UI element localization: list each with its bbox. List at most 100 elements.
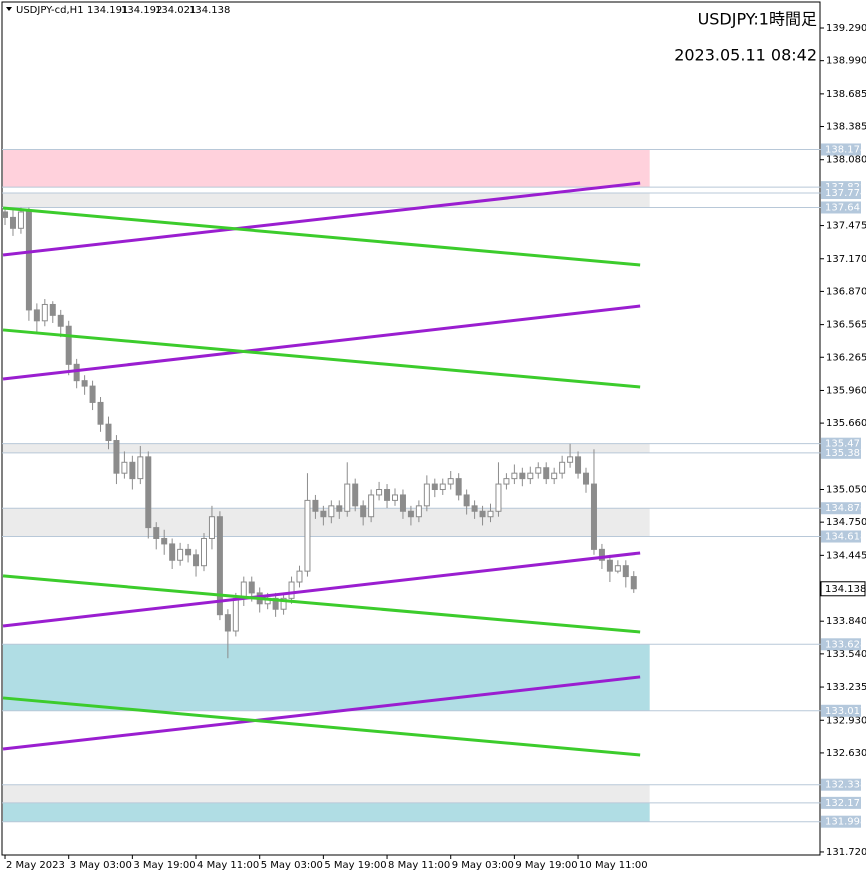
candle [57, 309, 64, 338]
candle-body [224, 614, 231, 632]
x-tick-label: 9 May 19:00 [515, 860, 577, 871]
candle-body [360, 505, 367, 518]
candle [200, 533, 207, 572]
candle [376, 481, 383, 501]
candle-body [423, 483, 430, 507]
candle-body [543, 467, 550, 480]
candle [455, 473, 462, 501]
candle-body [328, 505, 335, 518]
candle [551, 467, 558, 485]
candle [17, 207, 24, 234]
candle-body [137, 456, 144, 480]
candle [296, 565, 303, 588]
candle [567, 443, 574, 468]
symbol: USDJPY-cd,H1 [16, 5, 84, 16]
candle-body [392, 494, 399, 501]
candle [583, 467, 590, 493]
zone [3, 802, 650, 822]
level-label: 135.387 [825, 448, 866, 459]
candle-body [49, 303, 56, 316]
candle [2, 207, 9, 226]
candle [25, 207, 32, 321]
candle [216, 511, 223, 621]
x-tick-label: 9 May 03:00 [452, 860, 514, 871]
candle-body [344, 483, 351, 512]
candle-body [89, 385, 96, 403]
y-tick-label: 137.170 [826, 254, 866, 265]
candle [272, 592, 279, 617]
level-label: 132.171 [825, 798, 866, 809]
price-label: 134.138 [825, 584, 866, 595]
candle-body [9, 216, 16, 229]
y-tick-label: 133.840 [826, 616, 866, 627]
candle-body [200, 537, 207, 567]
candle-body [598, 548, 605, 561]
y-tick-label: 131.720 [826, 847, 866, 858]
candle [113, 435, 120, 485]
x-tick-label: 3 May 19:00 [133, 860, 195, 871]
candle-body [177, 548, 184, 561]
candle [169, 538, 176, 569]
candle-body [169, 543, 176, 561]
candle-body [336, 505, 343, 512]
candle-body [415, 505, 422, 518]
candle [423, 475, 430, 512]
candle [41, 299, 48, 327]
level-label: 132.338 [825, 780, 866, 791]
level-label: 133.628 [825, 639, 866, 650]
y-tick-label: 136.265 [826, 352, 866, 363]
candle [336, 500, 343, 519]
candle-body [41, 303, 48, 322]
trend-line [2, 206, 641, 267]
candle [463, 489, 470, 515]
x-tick-label: 5 May 19:00 [324, 860, 386, 871]
trend-line [2, 328, 641, 389]
candle [177, 542, 184, 566]
y-tick-label: 134.750 [826, 517, 866, 528]
candle-body [495, 483, 502, 512]
candle-body [97, 401, 104, 425]
y-tick-label: 134.445 [826, 550, 866, 561]
trend-line [2, 675, 641, 751]
candle [384, 484, 391, 509]
candle [511, 464, 518, 485]
candle [161, 529, 168, 555]
candle-body [129, 461, 136, 480]
candle-body [153, 527, 160, 539]
plot [2, 148, 824, 823]
ohlc-close: 134.138 [189, 5, 230, 16]
candle-body [216, 516, 223, 616]
zone [3, 644, 650, 711]
candle-body [606, 559, 613, 572]
candle [415, 500, 422, 523]
level-label: 134.618 [825, 532, 866, 543]
candle [121, 451, 128, 479]
candle-body [463, 494, 470, 507]
candle [559, 455, 566, 479]
candle-body [527, 472, 534, 480]
candle [9, 209, 16, 236]
y-tick-label: 135.660 [826, 418, 866, 429]
level-label-box [821, 446, 861, 459]
x-tick-label: 10 May 11:00 [579, 860, 648, 871]
level-label-box [821, 704, 861, 717]
candle [487, 503, 494, 523]
candle-body [105, 423, 112, 442]
candle-body [503, 478, 510, 485]
trend-line [2, 696, 641, 757]
candle [590, 449, 597, 555]
candle [65, 320, 72, 376]
candle-body [447, 478, 454, 485]
y-tick-label: 135.960 [826, 385, 866, 396]
candle-body [296, 570, 303, 583]
y-tick-label: 138.385 [826, 122, 866, 133]
candle [614, 560, 621, 574]
menu-arrow[interactable] [6, 7, 12, 11]
x-tick-label: 5 May 03:00 [261, 860, 323, 871]
candle-body [208, 516, 215, 539]
candle-body [280, 597, 287, 610]
y-tick-label: 136.565 [826, 320, 866, 331]
level-label: 137.774 [825, 188, 866, 199]
candle-body [193, 554, 200, 567]
